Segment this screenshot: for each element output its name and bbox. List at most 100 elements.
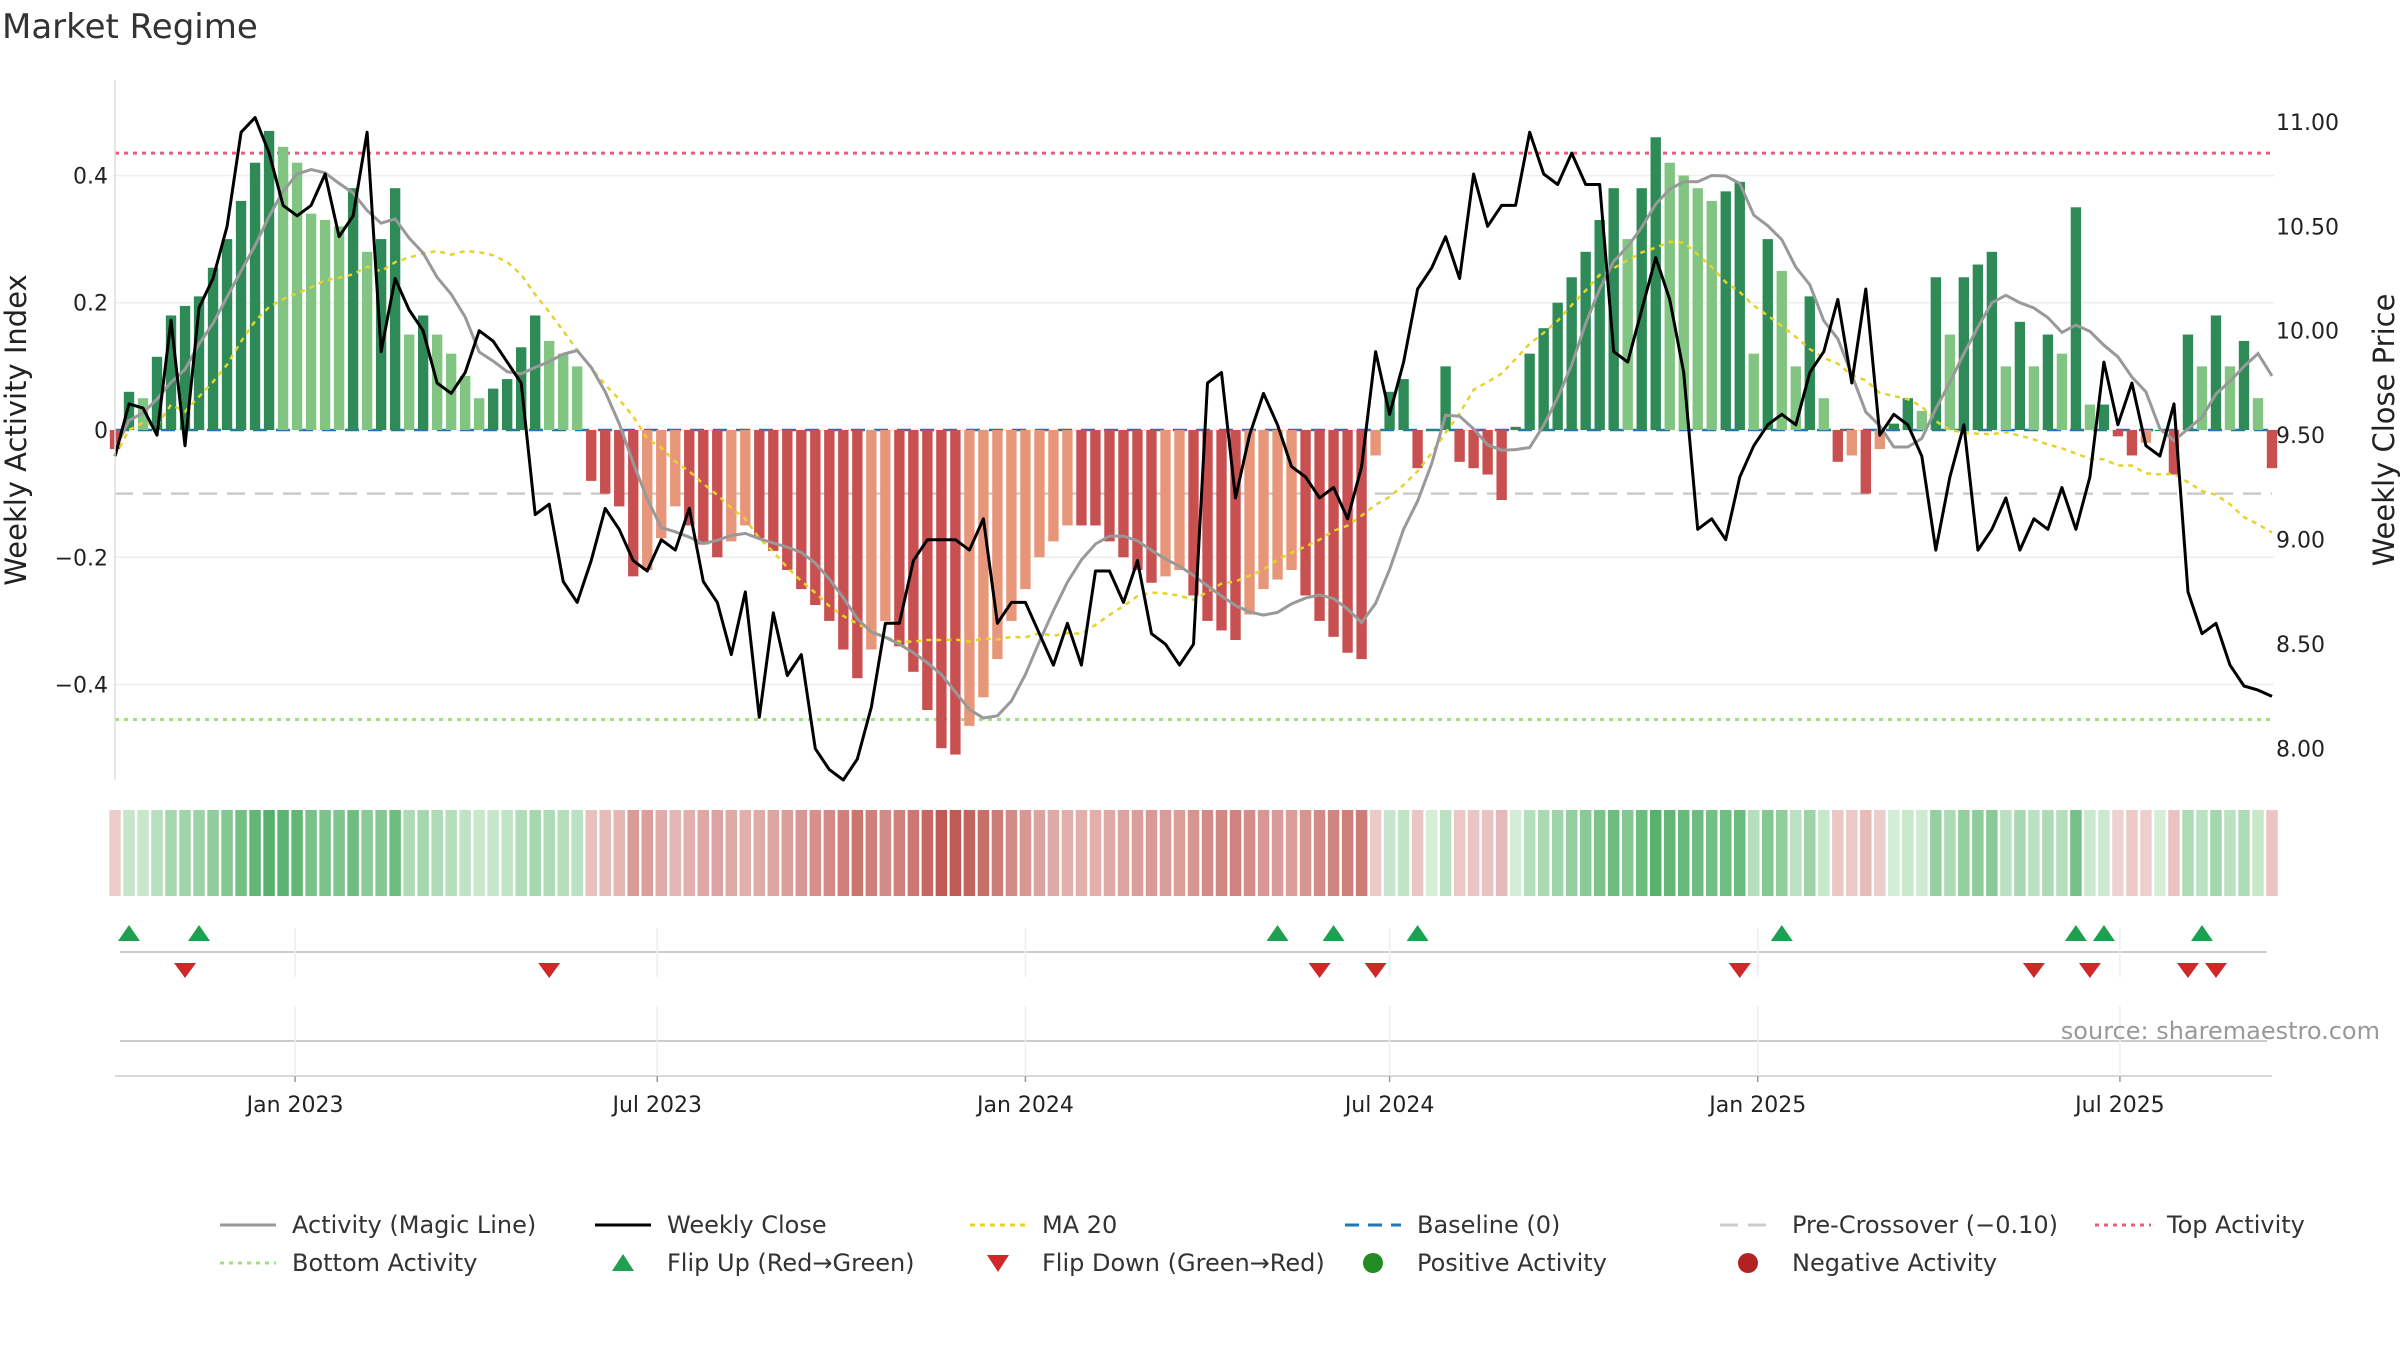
heat-cell — [795, 810, 808, 896]
heat-cell — [445, 810, 457, 896]
heat-cell — [151, 810, 163, 896]
heat-cell — [1776, 810, 1788, 896]
heat-cell — [2168, 810, 2180, 896]
heat-cell — [529, 810, 541, 896]
heat-cell — [1425, 810, 1438, 896]
heat-cell — [1649, 810, 1662, 896]
heat-cell — [1453, 810, 1466, 896]
activity-bar — [614, 430, 625, 507]
activity-bar — [123, 391, 135, 430]
activity-bar — [1496, 430, 1507, 500]
heat-cell — [333, 810, 345, 896]
heat-cell — [487, 810, 499, 896]
flip-up-marker — [118, 925, 141, 941]
activity-bar — [754, 430, 765, 539]
activity-bar — [1874, 430, 1886, 450]
heat-cell — [305, 810, 317, 896]
legend-swatch — [987, 1255, 1009, 1272]
activity-bar — [1118, 430, 1129, 558]
x-tick-label: Jan 2023 — [245, 1093, 344, 1118]
legend-label: MA 20 — [1042, 1211, 1117, 1239]
heat-cell — [1846, 810, 1858, 896]
activity-bar — [1860, 430, 1871, 494]
heat-cell — [319, 810, 331, 896]
activity-bar — [2070, 207, 2082, 430]
heat-cell — [375, 810, 387, 896]
tick-labels: 0.4 0.2 0 −0.2 −0.4 11.00 10.50 10.00 9.50 9.00 8.… — [55, 111, 2339, 763]
heat-cell — [711, 810, 724, 896]
heat-cell — [921, 810, 934, 896]
chart-title: Market Regime — [2, 7, 258, 47]
heat-cell — [809, 810, 822, 896]
left-tick-label: 0 — [94, 419, 108, 444]
activity-bar — [1818, 398, 1829, 430]
legend-label: Weekly Close — [667, 1211, 827, 1239]
heat-cell — [627, 810, 639, 896]
legend-swatch — [1738, 1253, 1758, 1273]
heat-cell — [1832, 810, 1844, 896]
heat-cell — [1972, 810, 1984, 896]
heat-cell — [2042, 810, 2054, 896]
legend-label: Flip Up (Red→Green) — [667, 1249, 915, 1277]
legend-label: Positive Activity — [1417, 1249, 1607, 1277]
activity-bar — [1202, 430, 1213, 621]
activity-bar — [2112, 430, 2124, 437]
heat-cell — [431, 810, 443, 896]
flip-up-marker — [1322, 925, 1345, 941]
activity-bar — [1300, 430, 1311, 596]
activity-bar — [544, 340, 555, 430]
activity-bar — [1986, 251, 1998, 430]
activity-bar — [922, 430, 933, 710]
activity-bar — [1426, 430, 1437, 431]
activity-bar — [810, 430, 821, 605]
heat-cell — [2028, 810, 2040, 896]
right-tick-label: 10.00 — [2276, 320, 2339, 345]
activity-bar — [740, 430, 751, 526]
activity-bar — [459, 375, 471, 430]
ma20-line — [113, 240, 2273, 643]
heat-cell — [1635, 810, 1648, 896]
activity-bar — [151, 356, 163, 430]
activity-bar — [1342, 430, 1353, 653]
x-tick-label: Jan 2025 — [1707, 1093, 1806, 1118]
flip-down-marker — [2022, 963, 2045, 978]
heat-cell — [165, 810, 177, 896]
heat-cell — [389, 810, 401, 896]
activity-bar — [600, 430, 611, 494]
activity-bar — [698, 430, 709, 545]
x-tick-label: Jul 2025 — [2073, 1093, 2165, 1118]
activity-bar — [2182, 334, 2194, 430]
legend-swatch — [612, 1254, 634, 1271]
activity-bar — [473, 398, 485, 430]
x-axis-labels: Jan 2023 Jul 2023 Jan 2024 Jul 2024 Jan 2025… — [245, 1076, 2165, 1118]
activity-bar — [992, 430, 1003, 660]
weekly-close-line — [113, 116, 2273, 782]
heat-cell — [221, 810, 233, 896]
activity-bar — [782, 430, 793, 570]
activity-bar — [193, 296, 205, 430]
activity-bar — [487, 388, 499, 430]
activity-bar — [2196, 366, 2208, 430]
heat-cell — [1117, 810, 1130, 896]
heat-cell — [347, 810, 359, 896]
heat-cell — [1355, 810, 1368, 896]
right-tick-label: 8.50 — [2276, 633, 2325, 658]
flip-up-marker — [1770, 925, 1793, 941]
heat-cell — [571, 810, 583, 896]
heat-cell — [1145, 810, 1158, 896]
heat-cell — [1930, 810, 1942, 896]
heat-cell — [767, 810, 780, 896]
activity-bar — [1412, 430, 1423, 469]
heat-cell — [739, 810, 752, 896]
activity-bar — [1034, 430, 1045, 558]
heat-cell — [2098, 810, 2110, 896]
legend-label: Bottom Activity — [292, 1249, 477, 1277]
activity-bar — [2098, 404, 2110, 430]
heat-cell — [109, 810, 121, 896]
heat-cell — [879, 810, 892, 896]
heat-cell — [1089, 810, 1102, 896]
activity-bar — [291, 162, 303, 430]
activity-bar — [530, 315, 541, 430]
heat-cell — [2210, 810, 2222, 896]
regime-heat-strip — [109, 810, 2278, 896]
